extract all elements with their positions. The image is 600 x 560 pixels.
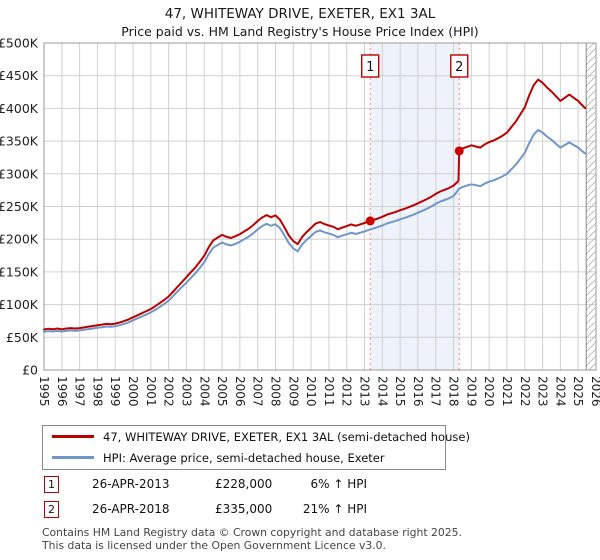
x-axis-label: 2025 — [571, 376, 585, 407]
chart-legend: 47, WHITEWAY DRIVE, EXETER, EX1 3AL (sem… — [42, 425, 470, 470]
x-axis-label: 2003 — [179, 376, 193, 407]
x-axis-label: 2023 — [536, 376, 550, 407]
hpi-line — [43, 129, 587, 333]
x-axis-label: 2008 — [268, 376, 282, 407]
y-axis-label: £200K — [0, 232, 39, 247]
x-axis-label: 1997 — [73, 376, 87, 407]
property-price-line — [43, 78, 587, 331]
x-axis-label: 2006 — [233, 376, 247, 407]
y-axis-label: £450K — [0, 68, 39, 83]
plot-border — [43, 42, 597, 371]
y-axis-label: £0 — [22, 363, 38, 378]
sale-marker-2 — [454, 146, 464, 156]
x-axis-label: 2001 — [144, 376, 158, 407]
y-axis-label: £350K — [0, 134, 39, 149]
x-axis-label: 2007 — [251, 376, 265, 407]
y-axis-label: £150K — [0, 264, 39, 279]
x-axis-label: 1996 — [55, 376, 69, 407]
x-axis-label: 2012 — [340, 376, 354, 407]
hpi-line-swatch — [52, 456, 94, 459]
x-axis-label: 2022 — [518, 376, 532, 407]
x-axis-label: 2021 — [500, 376, 514, 407]
y-axis-label: £400K — [0, 101, 39, 116]
sale-flag-label-1: 1 — [366, 60, 374, 75]
x-axis-label: 2013 — [358, 376, 372, 407]
x-axis-label: 2002 — [162, 376, 176, 407]
property-line-swatch — [52, 435, 94, 438]
legend-label-hpi: HPI: Average price, semi-detached house,… — [103, 450, 385, 465]
page-title: 47, WHITEWAY DRIVE, EXETER, EX1 3AL — [164, 6, 436, 22]
x-axis-label: 2014 — [375, 376, 389, 407]
x-axis-label: 2004 — [197, 376, 211, 407]
x-axis-label: 2018 — [447, 376, 461, 407]
transaction-2-date: 26-APR-2018 — [92, 502, 170, 516]
transaction-2-number-badge: 2 — [44, 501, 59, 518]
x-axis-label: 1998 — [90, 376, 104, 407]
x-axis-label: 2009 — [286, 376, 300, 407]
copyright-footer: Contains HM Land Registry data © Crown c… — [42, 526, 462, 552]
transaction-row-2: 2 26-APR-2018 £335,000 21% ↑ HPI — [44, 501, 584, 519]
sale-flag-box-1 — [361, 54, 380, 78]
no-data-hatch-region — [586, 43, 596, 370]
x-axis-label: 1999 — [108, 376, 122, 407]
y-axis-label: £250K — [0, 199, 39, 214]
transaction-1-hpi-delta: 6% ↑ HPI — [310, 477, 367, 491]
sale-flag-box-2 — [450, 54, 469, 78]
legend-item-property: 47, WHITEWAY DRIVE, EXETER, EX1 3AL (sem… — [43, 426, 470, 447]
sale-flag-label-2: 2 — [455, 60, 463, 75]
x-axis-label: 2020 — [482, 376, 496, 407]
x-axis-label: 2011 — [322, 376, 336, 407]
transaction-2-price: £335,000 — [215, 502, 273, 516]
y-axis-label: £50K — [6, 330, 39, 345]
transaction-1-number-badge: 1 — [44, 476, 59, 493]
legend-item-hpi: HPI: Average price, semi-detached house,… — [43, 447, 445, 468]
transaction-1-date: 26-APR-2013 — [92, 477, 170, 491]
x-axis-label: 1995 — [37, 376, 51, 407]
transaction-row-1: 1 26-APR-2013 £228,000 6% ↑ HPI — [44, 476, 584, 494]
x-axis-label: 2010 — [304, 376, 318, 407]
y-axis-label: £300K — [0, 166, 39, 181]
x-axis-label: 2016 — [411, 376, 425, 407]
legend-label-property: 47, WHITEWAY DRIVE, EXETER, EX1 3AL (sem… — [103, 429, 470, 444]
x-axis-label: 2026 — [589, 376, 600, 407]
transaction-2-hpi-delta: 21% ↑ HPI — [302, 502, 367, 516]
x-axis-label: 2019 — [464, 376, 478, 407]
transaction-1-price: £228,000 — [215, 477, 273, 491]
y-axis-label: £100K — [0, 297, 39, 312]
footer-line-1: Contains HM Land Registry data © Crown c… — [42, 526, 462, 539]
sale-marker-1 — [365, 216, 375, 226]
page-subtitle: Price paid vs. HM Land Registry's House … — [121, 24, 479, 39]
x-axis-label: 2015 — [393, 376, 407, 407]
x-axis-label: 2017 — [429, 376, 443, 407]
x-axis-label: 2000 — [126, 376, 140, 407]
x-axis-label: 2024 — [553, 376, 567, 407]
y-axis-label: £500K — [0, 36, 39, 51]
x-axis-label: 2005 — [215, 376, 229, 407]
footer-line-2: This data is licensed under the Open Gov… — [42, 538, 386, 552]
price-chart: 1 2 £0 £50K £100K £150K £200K £250K £300K £350K £4… — [0, 36, 600, 407]
